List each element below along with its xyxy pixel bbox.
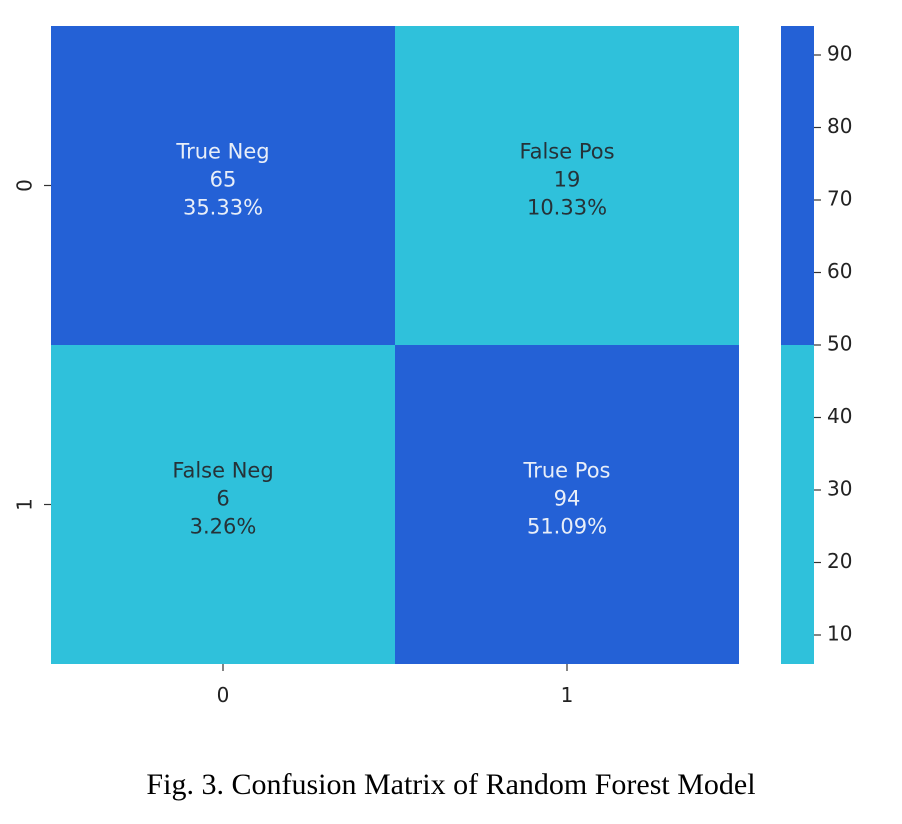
x-tick-label: 1 <box>561 683 574 707</box>
colorbar: 10 20 30 40 50 60 70 80 90 <box>781 26 852 664</box>
colorbar-tick-label: 80 <box>827 114 852 138</box>
cell-percent: 35.33% <box>183 196 263 220</box>
y-tick-label: 0 <box>13 179 37 192</box>
heatmap-cell <box>51 345 395 664</box>
y-tick-label: 1 <box>13 498 37 511</box>
x-tick-label: 0 <box>217 683 230 707</box>
cell-count: 19 <box>554 168 581 192</box>
heatmap-cells: True Neg 65 35.33% False Pos 19 10.33% False N… <box>51 26 739 664</box>
colorbar-tick-label: 40 <box>827 404 852 428</box>
cell-percent: 51.09% <box>527 515 607 539</box>
colorbar-tick-label: 20 <box>827 549 852 573</box>
figure-caption: Fig. 3. Confusion Matrix of Random Fores… <box>146 768 756 801</box>
colorbar-tick-label: 90 <box>827 42 852 66</box>
colorbar-low-segment <box>781 345 814 664</box>
colorbar-tick-label: 50 <box>827 332 852 356</box>
heatmap-cell <box>51 26 395 345</box>
y-axis: 01 <box>13 179 51 511</box>
colorbar-tick-label: 30 <box>827 477 852 501</box>
cell-count: 6 <box>216 487 229 511</box>
colorbar-tick-label: 70 <box>827 187 852 211</box>
cell-label: False Neg <box>172 459 273 483</box>
colorbar-high-segment <box>781 26 814 345</box>
cell-percent: 3.26% <box>190 515 257 539</box>
confusion-matrix-chart: True Neg 65 35.33% False Pos 19 10.33% False N… <box>13 26 852 707</box>
cell-count: 94 <box>554 487 581 511</box>
colorbar-tick-label: 60 <box>827 259 852 283</box>
cell-label: True Pos <box>523 459 611 483</box>
cell-percent: 10.33% <box>527 196 607 220</box>
cell-label: True Neg <box>175 140 269 164</box>
cell-count: 65 <box>210 168 237 192</box>
heatmap-cell <box>395 26 739 345</box>
cell-label: False Pos <box>519 140 614 164</box>
colorbar-tick-label: 10 <box>827 622 852 646</box>
heatmap-cell <box>395 345 739 664</box>
